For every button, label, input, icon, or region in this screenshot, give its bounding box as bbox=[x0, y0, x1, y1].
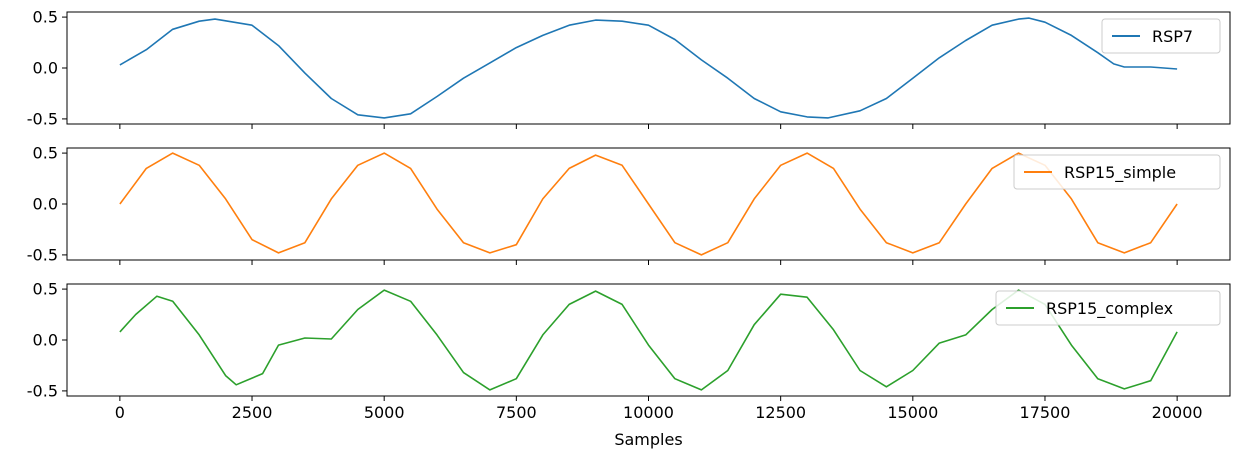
x-tick-label: 20000 bbox=[1152, 403, 1203, 422]
legend-label: RSP15_complex bbox=[1046, 299, 1173, 319]
x-tick-label: 15000 bbox=[887, 403, 938, 422]
legend-label: RSP7 bbox=[1152, 27, 1193, 46]
y-tick-label: 0.0 bbox=[33, 59, 58, 78]
legend: RSP15_complex bbox=[995, 290, 1221, 326]
chart-panel-1: -0.5 0.0 0.5 RSP7 bbox=[27, 8, 1231, 129]
series-line-RSP15_complex bbox=[119, 289, 1178, 391]
x-tick-label: 5000 bbox=[364, 403, 405, 422]
x-tick-label: 12500 bbox=[755, 403, 806, 422]
x-tick-label: 17500 bbox=[1020, 403, 1071, 422]
legend-box bbox=[1101, 18, 1221, 54]
panel-frame bbox=[66, 11, 1231, 125]
y-tick-label: -0.5 bbox=[27, 245, 58, 264]
series-line-RSP7 bbox=[119, 17, 1178, 119]
y-tick-label: 0.5 bbox=[33, 280, 58, 299]
chart-panel-2: -0.5 0.0 0.5 RSP15_simple bbox=[27, 144, 1231, 265]
legend-box bbox=[995, 290, 1221, 326]
legend: RSP15_simple bbox=[1013, 154, 1221, 190]
x-tick-label: 7500 bbox=[496, 403, 537, 422]
y-tick-label: 0.0 bbox=[33, 331, 58, 350]
x-axis-title: Samples bbox=[614, 430, 682, 449]
y-tick-label: 0.0 bbox=[33, 195, 58, 214]
series-line-RSP15_simple bbox=[119, 152, 1178, 256]
chart-panels: -0.50.00.5RSP7-0.50.00.5RSP15_simple-0.5… bbox=[27, 8, 1231, 422]
y-tick-label: 0.5 bbox=[33, 8, 58, 27]
y-tick-label: -0.5 bbox=[27, 381, 58, 400]
chart-panel-3: -0.5 0.0 0.5 0 2500 5000 7500 10000 12500 15000 17… bbox=[27, 280, 1231, 422]
legend-label: RSP15_simple bbox=[1064, 163, 1176, 183]
x-tick-label: 0 bbox=[115, 403, 125, 422]
x-tick-label: 2500 bbox=[232, 403, 273, 422]
legend: RSP7 bbox=[1101, 18, 1221, 54]
x-tick-label: 10000 bbox=[623, 403, 674, 422]
y-tick-label: 0.5 bbox=[33, 144, 58, 163]
legend-box bbox=[1013, 154, 1221, 190]
y-tick-label: -0.5 bbox=[27, 109, 58, 128]
